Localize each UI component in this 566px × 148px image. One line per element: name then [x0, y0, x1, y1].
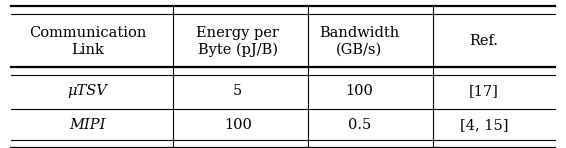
Text: Bandwidth
(GB/s): Bandwidth (GB/s)	[319, 26, 400, 57]
Text: Communication
Link: Communication Link	[29, 26, 147, 57]
Text: 0.5: 0.5	[348, 118, 371, 132]
Text: Ref.: Ref.	[469, 34, 499, 48]
Text: [4, 15]: [4, 15]	[460, 118, 508, 132]
Text: 5: 5	[233, 84, 242, 98]
Text: [17]: [17]	[469, 84, 499, 98]
Text: 100: 100	[224, 118, 252, 132]
Text: μTSV: μTSV	[68, 84, 108, 98]
Text: MIPI: MIPI	[70, 118, 106, 132]
Text: 100: 100	[345, 84, 374, 98]
Text: Energy per
Byte (pJ/B): Energy per Byte (pJ/B)	[196, 26, 279, 57]
